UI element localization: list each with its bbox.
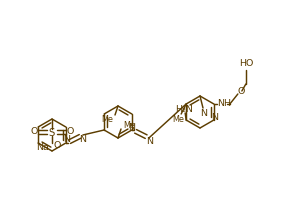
- Text: N: N: [211, 113, 218, 123]
- Text: N: N: [79, 135, 86, 143]
- Text: O: O: [237, 88, 245, 97]
- Text: O: O: [30, 128, 38, 137]
- Text: O: O: [53, 141, 60, 150]
- Text: N: N: [63, 136, 70, 144]
- Text: H₂N: H₂N: [175, 105, 193, 114]
- Text: N: N: [146, 138, 153, 146]
- Text: Na: Na: [36, 142, 49, 151]
- Text: Me: Me: [172, 114, 184, 124]
- Text: Me: Me: [123, 121, 135, 130]
- Text: N: N: [128, 123, 135, 132]
- Text: S: S: [49, 128, 55, 138]
- Text: HO: HO: [239, 60, 253, 68]
- Text: O: O: [66, 128, 74, 137]
- Text: Me: Me: [101, 114, 113, 124]
- Text: NH: NH: [217, 100, 231, 108]
- Text: N: N: [201, 108, 208, 117]
